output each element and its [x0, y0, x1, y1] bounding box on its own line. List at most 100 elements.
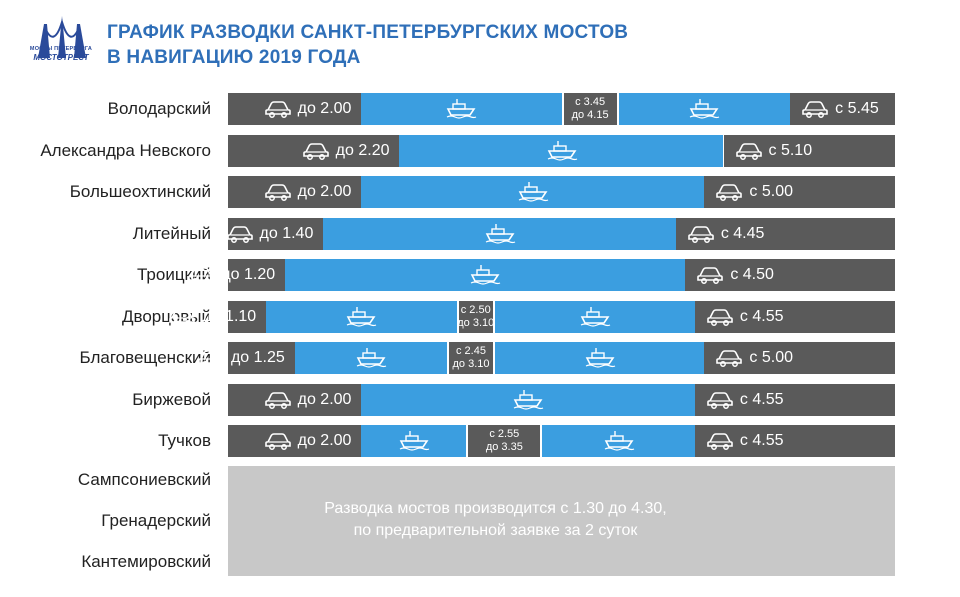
- car-icon: [226, 225, 253, 243]
- bridge-name: Большеохтинский: [69, 182, 211, 201]
- close-time-label: до 2.00: [264, 425, 351, 457]
- car-icon: [264, 101, 291, 118]
- road-open-after: [704, 342, 895, 374]
- open-time: с 5.10: [768, 141, 813, 159]
- bridge-bar: до 2.00 с 5.45 с 3.45 до 4.15: [228, 93, 895, 125]
- car-icon: [802, 101, 828, 118]
- open-time-label: с 5.00: [716, 342, 793, 374]
- car-icon: [707, 308, 733, 326]
- bridge-bar: до 2.00 с 4.55: [228, 383, 895, 416]
- bridge-name: Тучков: [158, 431, 211, 450]
- page-title: ГРАФИК РАЗВОДКИ САНКТ-ПЕТЕРБУРГСКИХ МОСТ…: [107, 20, 628, 70]
- traffic-gap: [447, 342, 495, 374]
- ship-icon: [447, 99, 477, 119]
- by-request-panel: [228, 466, 895, 576]
- car-icon: [188, 267, 215, 284]
- open-time: с 4.55: [739, 390, 784, 408]
- ship-icon: [690, 99, 720, 119]
- road-open-after: [704, 176, 895, 208]
- gap-time: до 3.10: [452, 358, 490, 370]
- bridge-name: Благовещенский: [79, 348, 211, 367]
- close-time: до 1.25: [230, 349, 285, 366]
- open-time: с 4.55: [739, 307, 784, 325]
- car-icon: [302, 142, 329, 160]
- road-open-before: [228, 342, 295, 374]
- road-open-before: [228, 259, 286, 291]
- bridge-name: Александра Невского: [40, 140, 211, 160]
- bridge-bar: до 2.00 с 5.00: [228, 176, 895, 208]
- car-icon: [735, 142, 762, 160]
- car-icon: [697, 267, 724, 284]
- open-time: с 4.45: [720, 224, 765, 242]
- gap-time: с 3.45: [575, 96, 606, 108]
- ship-icon: [356, 348, 387, 368]
- bridge-towers-logo: [38, 16, 86, 58]
- ship-marker: [584, 346, 616, 373]
- gap-time: с 2.55: [489, 428, 520, 440]
- car-icon: [716, 350, 743, 367]
- close-time-label: до 2.20: [302, 135, 390, 167]
- close-time-label: до 2.00: [264, 176, 352, 208]
- ship-marker: [469, 263, 501, 290]
- logo-brand: МОСТОТРЕСТ: [33, 53, 89, 62]
- ship-icon: [604, 431, 634, 451]
- bridge-bar: до 2.00 с 4.55 с 2.55 до 3.35: [228, 425, 895, 457]
- car-icon: [688, 225, 714, 243]
- bridge-name: Володарский: [107, 99, 211, 118]
- car-icon: [716, 184, 743, 201]
- bridge-bar: до 2.20 с 5.10: [228, 134, 895, 167]
- gap-time: до 3.10: [457, 316, 495, 329]
- ship-icon: [399, 431, 430, 451]
- traffic-gap: [466, 425, 543, 457]
- car-icon: [264, 391, 291, 409]
- by-request-bridge-name: Кантемировский: [81, 552, 211, 571]
- road-open-after: [694, 425, 895, 457]
- bridge-bar: до 1.25 с 5.00 с 2.45 до 3.10: [198, 342, 895, 374]
- close-time: до 2.00: [297, 183, 352, 200]
- ship-icon: [485, 223, 515, 244]
- open-time-label: с 4.55: [707, 384, 784, 416]
- ship-marker: [484, 222, 516, 249]
- bridge-bar: до 1.10 с 4.55 с 2.50 до 3.10: [169, 300, 895, 333]
- ship-icon: [547, 140, 577, 161]
- traffic-gap: [561, 93, 619, 125]
- open-time: с 5.00: [749, 183, 793, 200]
- ship-icon: [518, 182, 549, 202]
- close-time-label: до 1.10: [169, 301, 256, 333]
- bridge-name: Литейный: [132, 223, 211, 243]
- open-time: с 4.55: [739, 432, 784, 449]
- gap-time: до 3.35: [485, 441, 523, 453]
- open-time-label: с 5.45: [802, 93, 879, 125]
- close-time: до 1.40: [259, 224, 314, 242]
- car-icon: [198, 350, 224, 367]
- gap-time: с 2.45: [456, 345, 486, 357]
- road-open-before: [228, 300, 267, 333]
- open-time-label: с 5.00: [716, 176, 793, 208]
- car-icon: [264, 433, 291, 450]
- open-time: с 5.45: [835, 100, 879, 117]
- gap-time: до 4.15: [571, 109, 609, 121]
- road-open-before: [228, 383, 362, 416]
- ship-marker: [546, 139, 578, 166]
- ship-marker: [445, 97, 477, 124]
- ship-marker: [579, 305, 611, 332]
- ship-icon: [470, 265, 501, 285]
- ship-icon: [347, 306, 377, 327]
- traffic-gap-label: с 2.45 до 3.10: [447, 342, 495, 374]
- close-time: до 1.10: [202, 307, 257, 325]
- open-time-label: с 4.50: [697, 259, 774, 291]
- traffic-gap: [456, 300, 495, 333]
- bridge-name: Биржевой: [132, 389, 211, 409]
- note-line-1: Разводка мостов производится с 1.30 до 4…: [324, 500, 667, 517]
- ship-marker: [398, 429, 430, 456]
- close-time-label: до 1.20: [188, 259, 275, 291]
- car-icon: [264, 184, 291, 201]
- ship-icon: [585, 348, 615, 368]
- road-open-before: [228, 176, 362, 208]
- by-request-bridge-name: Сампсониевский: [77, 470, 211, 489]
- close-time-label: до 1.40: [226, 218, 314, 250]
- road-open-after: [675, 217, 895, 250]
- ship-marker: [603, 429, 635, 456]
- road-open-after: [694, 300, 895, 333]
- close-time-label: до 2.00: [264, 93, 351, 125]
